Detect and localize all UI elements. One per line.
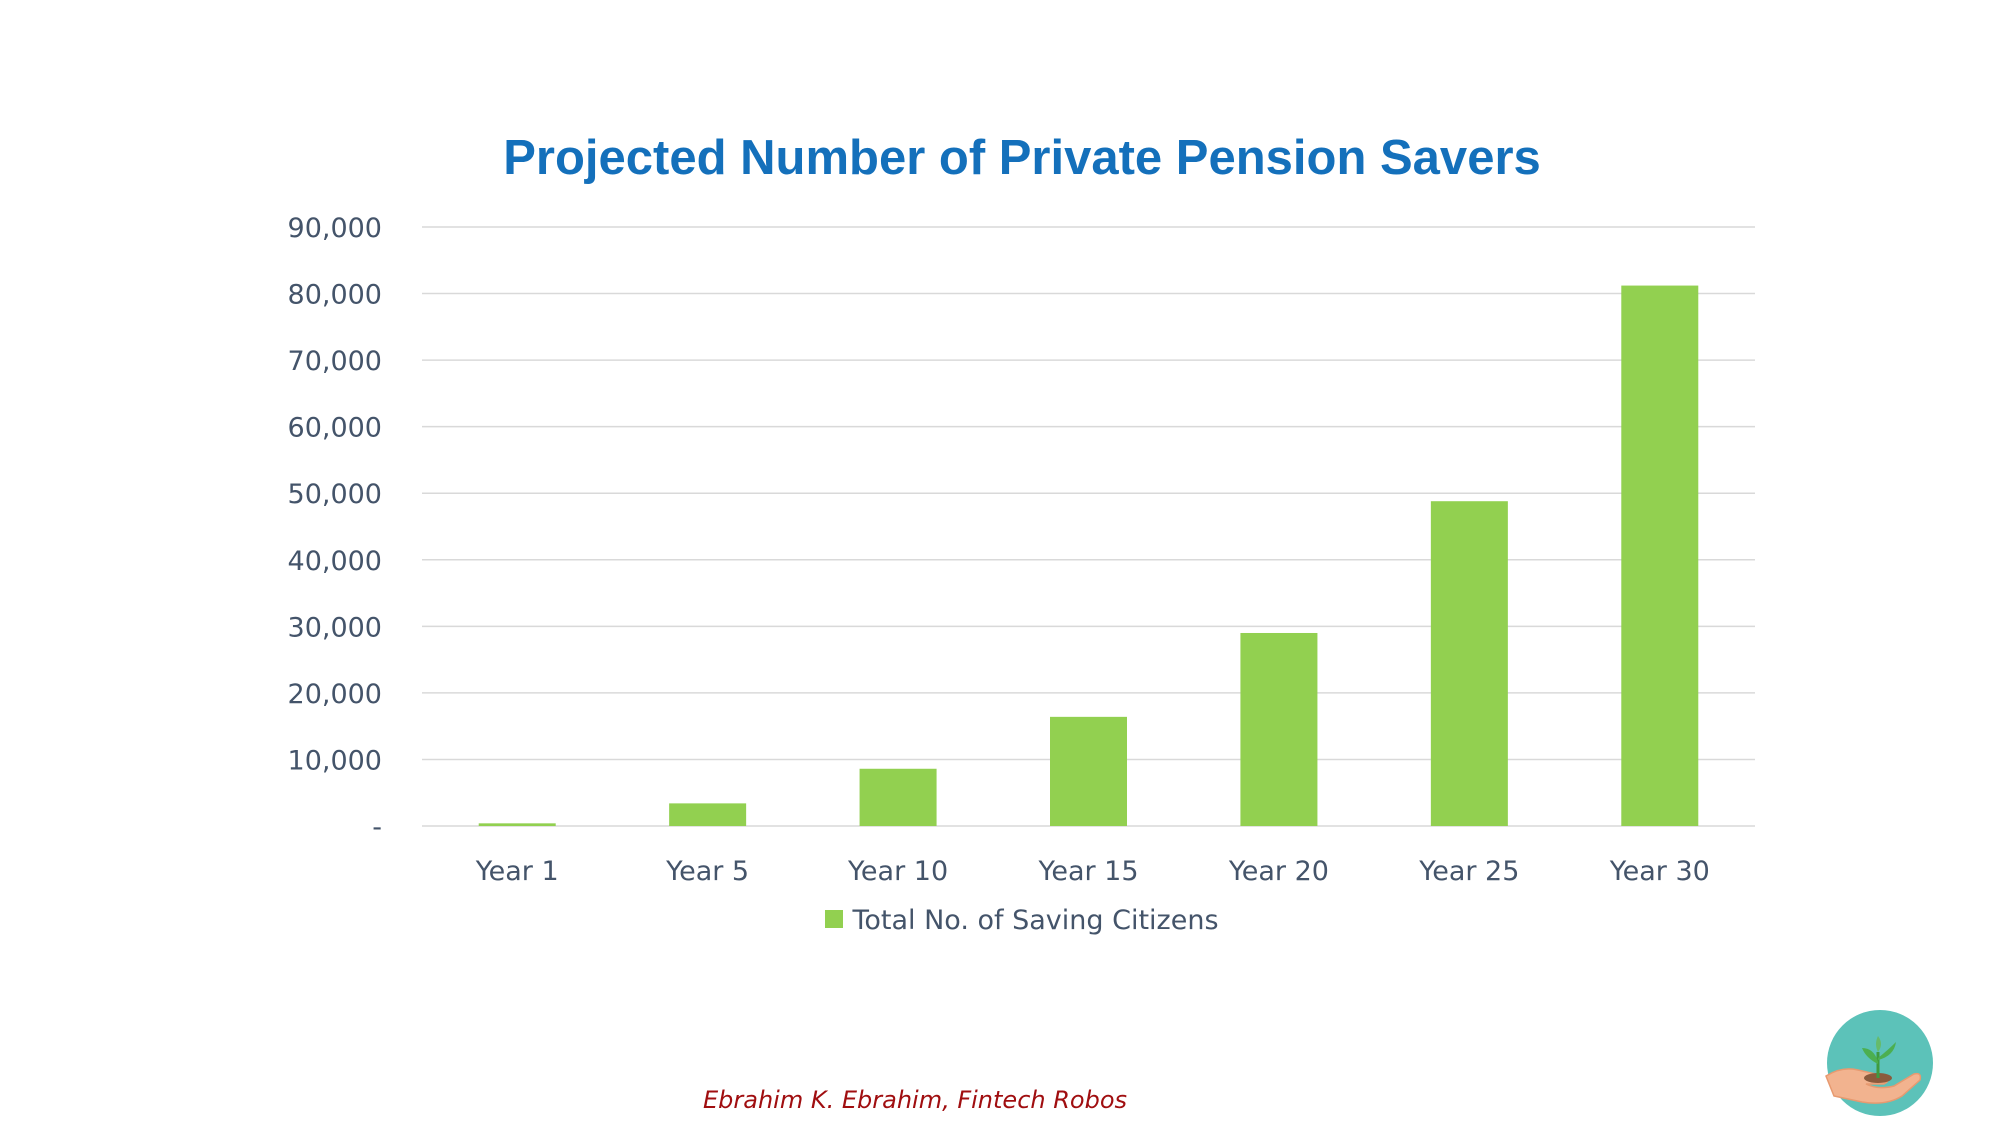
bar-year-5 (669, 803, 747, 826)
y-tick-label: 30,000 (288, 612, 382, 643)
y-tick-label: 10,000 (288, 745, 382, 776)
chart-title: Projected Number of Private Pension Save… (503, 131, 1541, 185)
bars (478, 285, 1699, 827)
gridlines: - 10,000 20,000 30,000 40,000 50,000 60,000 70,… (288, 213, 1755, 843)
legend: Total No. of Saving Citizens (0, 905, 2000, 936)
bar-year-1 (478, 823, 556, 826)
x-tick-label: Year 10 (847, 856, 948, 887)
y-tick-label: 80,000 (288, 280, 382, 311)
y-tick-label: - (372, 812, 382, 843)
y-tick-label: 20,000 (288, 679, 382, 710)
x-tick-label: Year 25 (1418, 856, 1519, 887)
y-tick-label: 90,000 (288, 213, 382, 244)
legend-label: Total No. of Saving Citizens (852, 905, 1219, 936)
bar-year-30 (1621, 285, 1699, 827)
x-tick-label: Year 30 (1609, 856, 1710, 887)
x-tick-label: Year 1 (475, 856, 559, 887)
bar-year-10 (859, 768, 937, 826)
x-tick-label: Year 15 (1037, 856, 1138, 887)
x-tick-label: Year 5 (665, 856, 749, 887)
plant-in-hand-icon (1825, 1010, 1933, 1116)
y-tick-label: 70,000 (288, 346, 382, 377)
x-axis-ticks: Year 1 Year 5 Year 10 Year 15 Year 20 Year 25… (475, 856, 1710, 887)
bar-year-25 (1430, 501, 1508, 826)
author-credit: Ebrahim K. Ebrahim, Fintech Robos (702, 1086, 1128, 1114)
bar-year-20 (1240, 632, 1318, 826)
y-tick-label: 50,000 (288, 479, 382, 510)
x-tick-label: Year 20 (1228, 856, 1329, 887)
legend-swatch (825, 910, 844, 928)
y-tick-label: 60,000 (288, 413, 382, 444)
y-tick-label: 40,000 (288, 546, 382, 577)
bar-year-15 (1050, 716, 1127, 826)
